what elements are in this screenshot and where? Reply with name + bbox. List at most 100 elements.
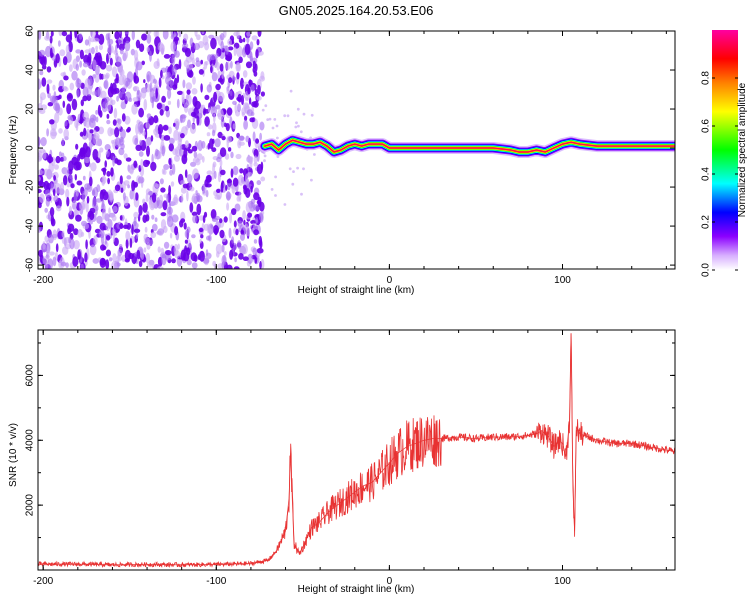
noise-speckle <box>133 75 140 84</box>
noise-speckle <box>170 41 176 52</box>
noise-speckle <box>173 36 179 42</box>
noise-speckle <box>161 95 167 103</box>
noise-speckle <box>95 31 99 35</box>
noise-speckle <box>130 48 136 56</box>
noise-speckle <box>229 90 233 96</box>
noise-speckle <box>247 212 253 218</box>
noise-speckle <box>168 157 172 166</box>
noise-speckle <box>38 108 46 115</box>
x-tick-label: -100 <box>206 576 226 587</box>
noise-speckle <box>46 245 50 256</box>
noise-speckle <box>43 168 50 176</box>
noise-speckle <box>85 239 88 250</box>
noise-speckle <box>192 115 195 123</box>
noise-speckle <box>184 239 188 244</box>
noise-speckle <box>191 262 198 269</box>
noise-speckle <box>120 100 125 107</box>
noise-speckle <box>82 95 88 102</box>
noise-speckle <box>190 161 197 167</box>
noise-speckle <box>86 195 90 204</box>
noise-speckle <box>230 151 234 159</box>
noise-speckle <box>219 63 224 72</box>
noise-speckle <box>94 206 98 216</box>
noise-speckle <box>201 31 205 35</box>
noise-speckle <box>143 98 148 111</box>
noise-speckle <box>164 105 170 112</box>
noise-speckle <box>61 31 68 37</box>
noise-speckle <box>192 76 196 85</box>
noise-speckle <box>192 168 199 180</box>
noise-speckle <box>113 107 118 119</box>
noise-speckle <box>288 167 292 171</box>
noise-speckle <box>181 179 185 185</box>
noise-speckle <box>255 49 259 59</box>
y-tick-label: 40 <box>25 64 36 76</box>
noise-speckle <box>196 115 200 126</box>
noise-speckle <box>119 175 123 185</box>
noise-speckle <box>135 39 141 49</box>
noise-speckle <box>234 102 237 114</box>
noise-speckle <box>310 178 313 182</box>
noise-speckle <box>79 60 82 68</box>
noise-speckle <box>107 177 110 185</box>
noise-speckle <box>133 86 138 92</box>
noise-speckle <box>82 61 89 68</box>
noise-speckle <box>134 137 139 146</box>
noise-speckle <box>226 179 232 184</box>
noise-speckle <box>135 61 143 71</box>
noise-speckle <box>105 235 111 241</box>
noise-speckle <box>40 54 46 66</box>
noise-speckle <box>163 135 171 141</box>
noise-speckle <box>124 31 129 35</box>
snr-frame <box>37 329 676 571</box>
noise-speckle <box>167 100 172 105</box>
noise-speckle <box>44 189 51 198</box>
noise-speckle <box>41 77 47 87</box>
noise-speckle <box>124 50 129 59</box>
noise-speckle <box>223 122 227 128</box>
noise-speckle <box>246 31 252 37</box>
noise-speckle <box>310 113 314 117</box>
noise-speckle <box>42 259 47 265</box>
noise-speckle <box>221 69 224 80</box>
noise-speckle <box>197 140 203 152</box>
noise-speckle <box>171 214 179 223</box>
noise-speckle <box>190 111 197 117</box>
noise-speckle <box>168 202 172 214</box>
noise-speckle <box>186 174 193 183</box>
noise-speckle <box>286 114 290 118</box>
noise-speckle <box>60 261 67 267</box>
noise-speckle <box>226 135 232 143</box>
noise-speckle <box>38 31 42 41</box>
noise-speckle <box>185 82 193 90</box>
noise-speckle <box>172 148 179 156</box>
noise-speckle <box>42 149 47 160</box>
noise-speckle <box>119 68 125 77</box>
noise-speckle <box>302 112 306 116</box>
noise-speckle <box>206 223 210 234</box>
noise-speckle <box>50 215 55 225</box>
noise-speckle <box>248 97 252 105</box>
snr-panel: -200 -100 0 100 2000 4000 6000 Height of stra… <box>8 329 676 595</box>
noise-speckle <box>239 168 244 174</box>
y-tick-label: 0 <box>25 145 36 151</box>
noise-speckle <box>187 149 193 154</box>
noise-speckle <box>145 160 151 165</box>
noise-speckle <box>313 153 316 156</box>
noise-speckle <box>96 215 103 224</box>
noise-speckle <box>45 197 50 207</box>
noise-speckle <box>172 196 179 206</box>
noise-speckle <box>176 74 180 84</box>
noise-speckle <box>238 253 244 260</box>
noise-speckle <box>143 237 150 244</box>
noise-speckle <box>66 92 73 102</box>
noise-speckle <box>191 211 198 216</box>
noise-speckle <box>53 164 60 170</box>
noise-speckle <box>253 229 259 236</box>
noise-speckle <box>109 57 113 66</box>
noise-speckle <box>68 205 73 216</box>
noise-speckle <box>237 220 243 228</box>
noise-speckle <box>183 59 190 68</box>
noise-speckle <box>143 247 147 253</box>
